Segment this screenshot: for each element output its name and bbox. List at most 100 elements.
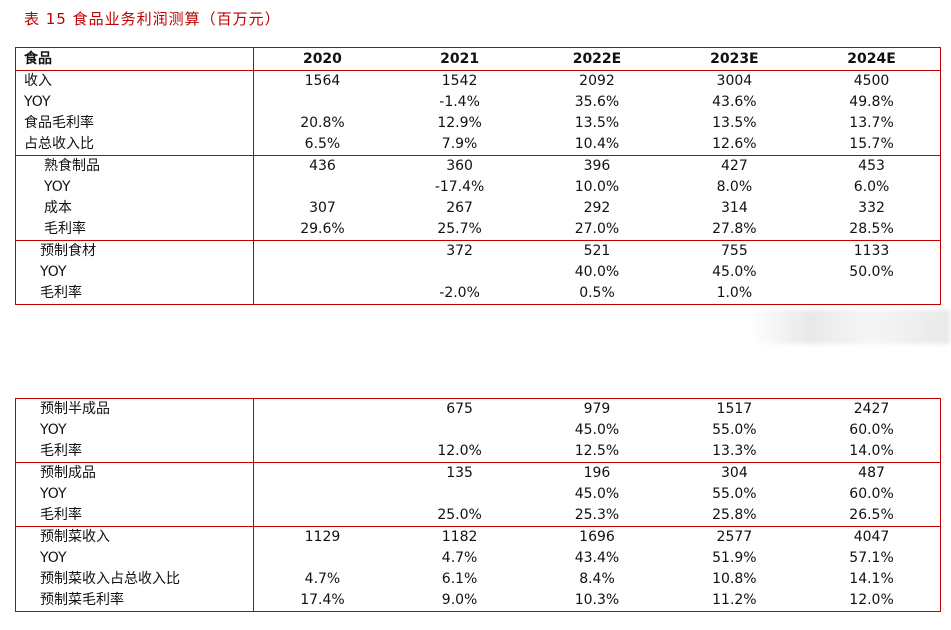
- header-year: 2022E: [528, 47, 666, 71]
- table-title: 表 15 食品业务利润测算（百万元）: [24, 10, 281, 28]
- table-cell: [803, 283, 940, 305]
- table-row: 占总收入比 6.5% 7.9% 10.4% 12.6% 15.7%: [15, 134, 941, 156]
- table-cell: 14.1%: [849, 571, 894, 587]
- table-cell: [254, 283, 391, 305]
- row-label: YOY: [15, 262, 254, 283]
- table-cell: 332: [858, 200, 885, 216]
- row-label: 毛利率: [15, 219, 254, 241]
- table-cell: 8.4%: [579, 571, 615, 587]
- table-cell: 1133: [803, 240, 941, 262]
- row-label: 熟食制品: [15, 155, 254, 177]
- table-cell: 12.6%: [712, 136, 757, 152]
- table-cell: 10.0%: [574, 179, 620, 195]
- row-label: 预制半成品: [15, 398, 254, 420]
- table-cell: 13.5%: [712, 115, 757, 131]
- row-label: 预制成品: [15, 462, 254, 484]
- table-cell: 50.0%: [849, 264, 894, 280]
- table-cell: 1564: [304, 73, 341, 89]
- table-cell: 307: [309, 200, 336, 216]
- food-profit-table-lower: 预制半成品 675 979 1517 2427 YOY 45.0% 55.0% 60.0% 毛利率…: [15, 398, 941, 612]
- table-cell: 427: [665, 155, 804, 177]
- table-cell: 267: [446, 200, 473, 216]
- table-cell: 1129: [253, 526, 391, 548]
- row-label: YOY: [15, 420, 254, 441]
- table-row: YOY 4.7% 43.4% 51.9% 57.1%: [15, 548, 941, 569]
- table-cell: [391, 484, 528, 505]
- table-cell: [254, 548, 391, 569]
- table-cell: 55.0%: [712, 486, 757, 502]
- table-row: 毛利率 12.0% 12.5% 13.3% 14.0%: [15, 441, 941, 463]
- table-cell: 314: [721, 200, 748, 216]
- table-cell: 43.6%: [712, 94, 757, 110]
- table-cell: 372: [390, 240, 529, 262]
- table-row: YOY -1.4% 35.6% 43.6% 49.8%: [15, 92, 941, 113]
- table-cell: 1182: [390, 526, 529, 548]
- table-cell: -1.4%: [439, 94, 480, 110]
- table-cell: 2427: [853, 401, 890, 417]
- header-label: 食品: [15, 47, 254, 71]
- header-year: 2020: [253, 47, 391, 71]
- table-cell: 135: [390, 462, 529, 484]
- table-cell: 25.7%: [437, 221, 482, 237]
- header-year: 2024E: [803, 47, 941, 71]
- table-cell: 6.0%: [853, 179, 890, 195]
- table-cell: 35.6%: [574, 94, 620, 110]
- table-cell: 13.7%: [849, 115, 894, 131]
- table-cell: 2092: [579, 73, 615, 89]
- table-cell: 453: [803, 155, 941, 177]
- row-label: 预制菜毛利率: [15, 590, 254, 612]
- table-cell: [391, 420, 528, 441]
- table-row: YOY 45.0% 55.0% 60.0%: [15, 420, 941, 441]
- table-row: YOY 40.0% 45.0% 50.0%: [15, 262, 941, 283]
- table-cell: 7.9%: [441, 136, 478, 152]
- table-cell: 196: [528, 462, 666, 484]
- table-cell: 15.7%: [849, 136, 894, 152]
- table-cell: 14.0%: [849, 443, 894, 459]
- table-cell: [254, 399, 391, 421]
- table-row: 毛利率 -2.0% 0.5% 1.0%: [15, 283, 941, 305]
- table-cell: 29.6%: [300, 221, 345, 237]
- table-cell: 28.5%: [849, 221, 894, 237]
- table-cell: 27.0%: [574, 221, 620, 237]
- table-row: 预制菜收入 1129 1182 1696 2577 4047: [15, 526, 941, 548]
- table-cell: -17.4%: [434, 179, 485, 195]
- row-label: 收入: [15, 70, 254, 92]
- row-label: 预制菜收入占总收入比: [15, 569, 254, 590]
- table-cell: 1517: [716, 401, 753, 417]
- table-cell: 0.5%: [579, 285, 615, 301]
- table-row: 毛利率 25.0% 25.3% 25.8% 26.5%: [15, 505, 941, 527]
- table-cell: [253, 240, 391, 262]
- table-cell: 45.0%: [574, 422, 620, 438]
- table-cell: 12.0%: [849, 592, 894, 608]
- table-cell: 6.1%: [441, 571, 478, 587]
- row-label: 毛利率: [15, 505, 254, 527]
- table-cell: 1.0%: [716, 285, 753, 301]
- table-cell: 60.0%: [849, 422, 894, 438]
- table-cell: 2577: [665, 526, 804, 548]
- table-cell: 27.8%: [712, 221, 757, 237]
- table-cell: 13.3%: [712, 443, 757, 459]
- table-cell: [391, 262, 528, 283]
- table-cell: 12.0%: [437, 443, 482, 459]
- table-cell: [254, 505, 391, 527]
- table-cell: 45.0%: [574, 486, 620, 502]
- table-row: 预制菜毛利率 17.4% 9.0% 10.3% 11.2% 12.0%: [15, 590, 941, 612]
- row-label: YOY: [15, 92, 254, 113]
- row-label: 食品毛利率: [15, 113, 254, 134]
- table-cell: 49.8%: [849, 94, 894, 110]
- row-label: 成本: [15, 198, 254, 219]
- table-row: 预制食材 372 521 755 1133: [15, 240, 941, 262]
- table-cell: 10.3%: [574, 592, 620, 608]
- row-label: 毛利率: [15, 283, 254, 305]
- header-year: 2023E: [665, 47, 804, 71]
- header-row: 食品 2020 2021 2022E 2023E 2024E: [15, 47, 941, 71]
- row-label: 预制菜收入: [15, 526, 254, 548]
- table-cell: 521: [528, 240, 666, 262]
- table-cell: 60.0%: [849, 486, 894, 502]
- table-row: YOY -17.4% 10.0% 8.0% 6.0%: [15, 177, 941, 198]
- table-cell: 487: [803, 462, 941, 484]
- table-cell: 26.5%: [849, 507, 894, 523]
- table-cell: 40.0%: [574, 264, 620, 280]
- table-cell: 4.7%: [441, 550, 478, 566]
- table-cell: 55.0%: [712, 422, 757, 438]
